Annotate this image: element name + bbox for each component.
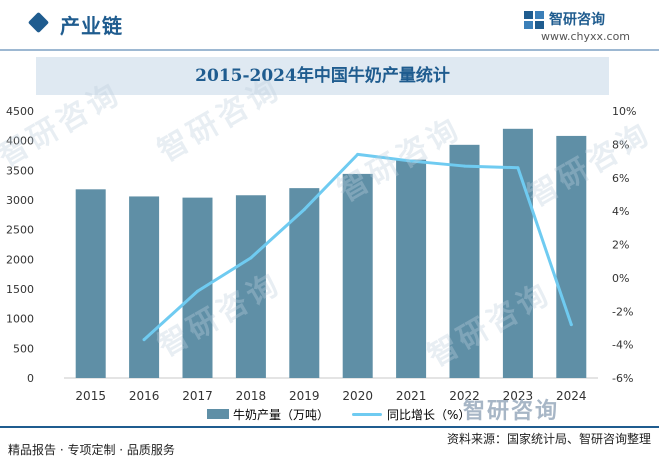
y-left-tick-label: 500 (13, 342, 34, 355)
y-right-tick-label: 6% (612, 172, 629, 185)
footer-slogan: 精品报告 · 专项定制 · 品质服务 (8, 443, 175, 457)
legend-bar-swatch (207, 409, 229, 419)
header-divider (0, 49, 659, 51)
x-tick-label: 2017 (182, 389, 213, 403)
chart-title: 2015-2024年中国牛奶产量统计 (195, 66, 450, 86)
growth-point (569, 323, 573, 327)
x-tick-label: 2019 (289, 389, 320, 403)
y-left-tick-label: 3000 (6, 194, 34, 207)
x-tick-label: 2022 (449, 389, 480, 403)
x-tick-label: 2020 (342, 389, 373, 403)
y-left-tick-label: 0 (27, 372, 34, 385)
growth-point (249, 256, 253, 260)
y-left-tick-label: 3500 (6, 164, 34, 177)
footer-brand: 智研咨询 (463, 399, 560, 424)
footer: 智研咨询 精品报告 · 专项定制 · 品质服务 资料来源：国家统计局、智研咨询整… (0, 399, 659, 464)
y-left-tick-label: 1500 (6, 283, 34, 296)
y-left-tick-label: 4000 (6, 135, 34, 148)
x-tick-label: 2024 (556, 389, 587, 403)
y-left-tick-label: 1000 (6, 313, 34, 326)
y-left-tick-label: 2500 (6, 224, 34, 237)
growth-point (196, 289, 199, 293)
growth-point (302, 207, 306, 211)
y-right-tick-label: 8% (612, 138, 629, 151)
chart-area: 0 500 1000 1500 2000 2500 3000 3500 4000 4500 -6% -… (6, 105, 636, 403)
growth-point (463, 164, 466, 168)
chart-title-band: 2015-2024年中国牛奶产量统计 (36, 57, 609, 95)
chart-legend: 牛奶产量（万吨） 同比增长（%） (0, 404, 659, 424)
y-right-tick-label: -6% (612, 372, 633, 385)
legend-bar-label: 牛奶产量（万吨） (233, 408, 330, 422)
y-right-tick-label: 4% (612, 205, 629, 218)
bar (556, 135, 587, 378)
brand-logo: 智研咨询 www.chyxx.com (501, 6, 651, 46)
x-tick-label: 2021 (396, 389, 427, 403)
y-right-tick-label: 2% (612, 239, 629, 252)
bar (396, 159, 427, 378)
growth-point (142, 338, 146, 342)
y-left-tick-label: 4500 (6, 105, 34, 118)
bar (129, 196, 160, 378)
growth-point (409, 159, 413, 163)
x-tick-label: 2023 (503, 389, 534, 403)
bar (449, 144, 480, 378)
y-right-tick-label: -4% (612, 339, 633, 352)
footer-divider (0, 426, 659, 428)
header: 产业链 智研咨询 www.chyxx.com (0, 0, 659, 52)
bar (289, 188, 320, 378)
x-tick-label: 2015 (75, 389, 106, 403)
page-title: 产业链 (60, 14, 123, 38)
brand-name: 智研咨询 (549, 12, 605, 28)
bar (182, 197, 213, 378)
x-tick-label: 2016 (129, 389, 160, 403)
brand-logo-icon (524, 11, 544, 29)
diamond-icon (27, 11, 50, 34)
legend-line-swatch (352, 413, 382, 416)
x-tick-label: 2018 (236, 389, 267, 403)
y-right-tick-label: 10% (612, 105, 636, 118)
y-right-tick-label: -2% (612, 305, 633, 318)
y-left-tick-label: 2000 (6, 253, 34, 266)
y-right-tick-label: 0% (612, 272, 629, 285)
growth-point (516, 166, 520, 170)
growth-point (356, 152, 360, 156)
brand-url: www.chyxx.com (541, 30, 631, 43)
bar (75, 189, 106, 378)
bar (235, 195, 266, 378)
legend-line-label: 同比增长（%） (387, 408, 471, 422)
bar (342, 173, 373, 378)
footer-source: 资料来源：国家统计局、智研咨询整理 (446, 432, 651, 446)
